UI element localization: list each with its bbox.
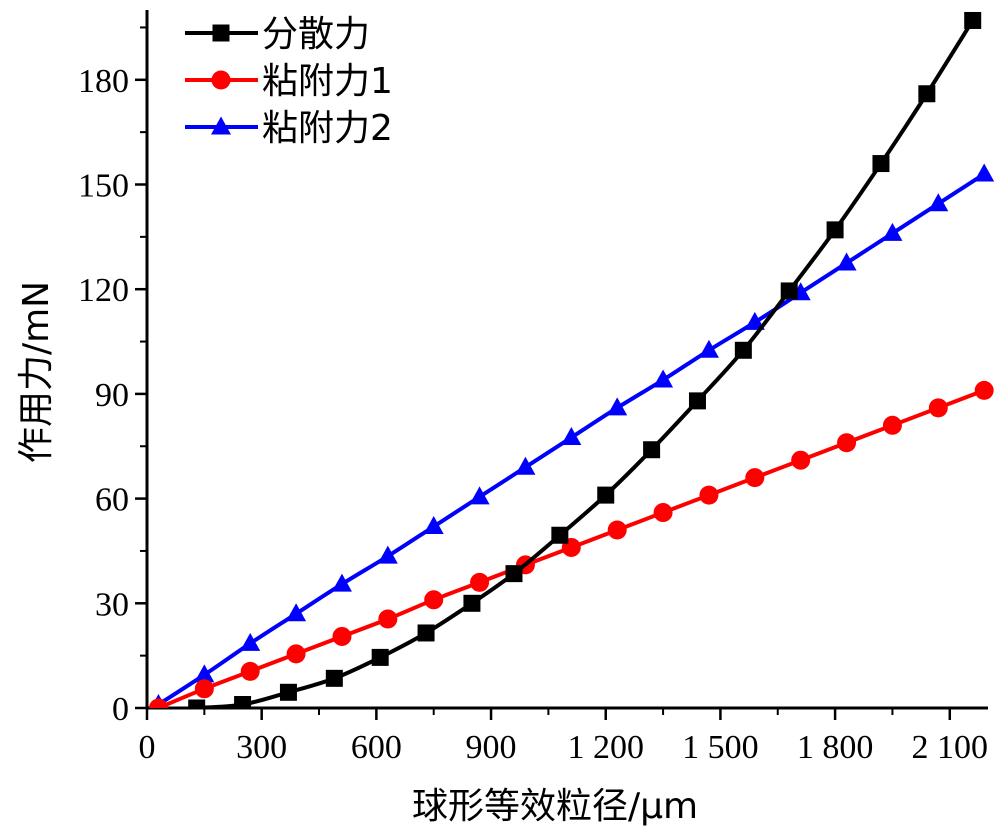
legend-marker xyxy=(212,24,230,42)
data-point xyxy=(734,341,752,359)
x-axis-title: 球形等效粒径/μm xyxy=(412,786,698,827)
data-point xyxy=(194,664,215,683)
axes: 0 300 600 900 1 200 1 500 1 800 2 100 0 30 60 90 120… xyxy=(78,10,988,766)
legend-marker xyxy=(211,70,231,90)
data-point xyxy=(974,163,995,182)
series-1 xyxy=(188,11,982,708)
legend-label: 分散力 xyxy=(262,14,370,55)
data-point xyxy=(918,85,936,103)
data-point xyxy=(643,441,661,459)
series-layer xyxy=(148,11,995,708)
x-tick-label: 600 xyxy=(351,729,402,766)
data-point xyxy=(826,221,844,239)
legend-item-1: 分散力 xyxy=(185,14,370,55)
data-point xyxy=(928,193,949,212)
data-point xyxy=(331,573,352,592)
data-point xyxy=(286,603,307,622)
x-tick-label: 2 100 xyxy=(912,729,989,766)
data-point xyxy=(188,699,206,708)
x-tick-label: 1 500 xyxy=(682,729,759,766)
data-point xyxy=(607,520,627,540)
data-point xyxy=(240,661,260,681)
data-point xyxy=(653,369,674,388)
y-tick-label: 90 xyxy=(95,377,129,414)
y-tick-label: 120 xyxy=(78,272,129,309)
legend-label: 粘附力1 xyxy=(262,61,393,102)
data-point xyxy=(607,397,628,416)
data-point xyxy=(964,11,982,29)
data-point xyxy=(234,696,252,708)
data-point xyxy=(325,669,343,687)
data-point xyxy=(745,468,765,488)
x-tick-label: 900 xyxy=(466,729,517,766)
data-point xyxy=(148,698,168,708)
data-point xyxy=(561,427,582,446)
data-point xyxy=(332,626,352,646)
x-tick-label: 300 xyxy=(236,729,287,766)
x-tick-label: 0 xyxy=(139,729,156,766)
y-axis-title: 作用力/mN xyxy=(16,281,57,463)
series-3 xyxy=(150,163,995,708)
data-point xyxy=(371,648,389,666)
legend-item-3: 粘附力2 xyxy=(185,108,393,149)
data-point xyxy=(470,572,490,592)
data-point xyxy=(597,486,615,504)
data-point xyxy=(469,486,490,505)
data-point xyxy=(417,624,435,642)
data-point xyxy=(240,632,261,651)
data-point xyxy=(279,683,297,701)
data-point xyxy=(505,565,523,583)
data-point xyxy=(698,339,719,358)
data-point xyxy=(780,282,798,300)
data-point xyxy=(974,380,994,400)
y-tick-label: 60 xyxy=(95,482,129,519)
data-point xyxy=(882,222,903,241)
data-point xyxy=(515,456,536,475)
data-point xyxy=(688,392,706,410)
y-tick-label: 180 xyxy=(78,63,129,100)
data-point xyxy=(424,590,444,610)
data-point xyxy=(551,526,569,544)
data-point xyxy=(377,545,398,564)
data-point xyxy=(872,155,890,173)
series-2 xyxy=(148,380,994,708)
x-tick-label: 1 800 xyxy=(797,729,874,766)
y-tick-label: 0 xyxy=(112,691,129,728)
data-point xyxy=(744,311,765,330)
data-point xyxy=(423,516,444,535)
data-point xyxy=(286,644,306,664)
data-point xyxy=(791,450,811,470)
legend-marker xyxy=(211,116,231,135)
data-point xyxy=(699,485,719,505)
data-point xyxy=(463,594,481,612)
y-tick-label: 30 xyxy=(95,586,129,623)
data-point xyxy=(836,252,857,271)
data-point xyxy=(194,679,214,699)
data-point xyxy=(837,433,857,453)
y-tick-label: 150 xyxy=(78,168,129,205)
data-point xyxy=(928,398,948,418)
data-point xyxy=(882,415,902,435)
legend-item-2: 粘附力1 xyxy=(185,61,393,102)
data-point xyxy=(378,609,398,629)
x-tick-label: 1 200 xyxy=(567,729,644,766)
data-point xyxy=(653,503,673,523)
legend-label: 粘附力2 xyxy=(262,108,393,149)
